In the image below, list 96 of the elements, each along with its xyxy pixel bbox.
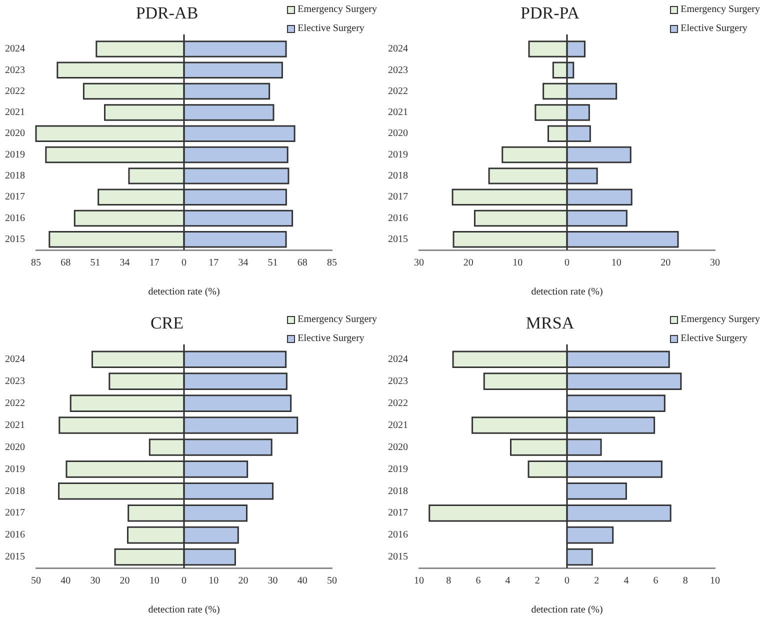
x-tick-label: 68 — [297, 258, 308, 269]
y-tick-label: 2018 — [388, 486, 408, 497]
y-tick-label: 2019 — [388, 464, 408, 475]
y-tick-label: 2018 — [5, 486, 25, 497]
legend-label: Emergency Surgery — [680, 314, 760, 326]
y-tick-label: 2023 — [5, 376, 25, 387]
x-tick-label: 30 — [90, 576, 100, 587]
x-axis-title: detection rate (%) — [148, 286, 220, 298]
y-tick-label: 2015 — [388, 234, 408, 246]
x-tick-label: 34 — [238, 258, 248, 269]
y-tick-label: 2020 — [5, 128, 25, 140]
y-tick-label: 2015 — [5, 552, 25, 563]
y-tick-label: 2019 — [5, 464, 25, 475]
y-tick-label: 2016 — [5, 212, 25, 224]
y-tick-label: 2016 — [388, 212, 408, 224]
y-tick-label: 2015 — [388, 552, 408, 563]
x-tick-label: 0 — [182, 258, 186, 269]
x-tick-label: 6 — [476, 576, 481, 587]
x-tick-label: 68 — [60, 258, 71, 269]
y-tick-label: 2021 — [5, 107, 25, 118]
y-tick-label: 2020 — [388, 442, 408, 453]
x-tick-label: 4 — [624, 576, 629, 587]
legend-label: Elective Surgery — [298, 333, 364, 345]
y-tick-label: 2023 — [5, 64, 25, 76]
y-tick-label: 2021 — [388, 420, 408, 431]
x-tick-label: 8 — [446, 576, 452, 587]
x-tick-label: 20 — [238, 576, 248, 587]
y-tick-label: 2017 — [5, 192, 25, 203]
x-tick-label: 0 — [564, 576, 570, 587]
x-tick-label: 85 — [31, 258, 41, 269]
y-tick-label: 2017 — [388, 192, 408, 203]
x-tick-label: 10 — [611, 258, 622, 269]
y-tick-label: 2022 — [5, 86, 25, 97]
x-tick-label: 30 — [414, 258, 424, 269]
legend-label: Emergency Surgery — [680, 4, 760, 16]
legend-label: Elective Surgery — [680, 333, 748, 345]
y-tick-label: 2019 — [5, 149, 25, 160]
y-tick-label: 2017 — [5, 508, 25, 519]
x-tick-label: 51 — [268, 258, 278, 269]
x-tick-label: 30 — [268, 576, 278, 587]
x-tick-label: 85 — [327, 258, 337, 269]
y-tick-label: 2023 — [388, 376, 408, 387]
y-tick-label: 2024 — [388, 354, 408, 366]
x-tick-label: 20 — [463, 258, 474, 269]
x-axis-title: detection rate (%) — [531, 286, 603, 298]
x-tick-label: 34 — [120, 258, 130, 269]
x-tick-label: 6 — [653, 576, 658, 587]
y-tick-label: 2022 — [388, 398, 408, 409]
y-tick-label: 2017 — [388, 508, 408, 519]
y-tick-label: 2020 — [5, 442, 25, 453]
y-tick-label: 2021 — [388, 107, 408, 118]
y-tick-label: 2022 — [388, 86, 408, 97]
y-tick-label: 2023 — [388, 64, 408, 76]
chart-title: PDR-AB — [136, 4, 198, 23]
y-tick-label: 2018 — [5, 170, 25, 182]
x-tick-label: 8 — [682, 576, 688, 587]
y-tick-label: 2024 — [5, 354, 25, 366]
x-tick-label: 40 — [60, 576, 71, 587]
x-tick-label: 0 — [182, 576, 186, 587]
x-tick-label: 10 — [208, 576, 219, 587]
x-tick-label: 40 — [297, 576, 308, 587]
x-tick-label: 10 — [710, 576, 720, 587]
x-tick-label: 4 — [505, 576, 510, 587]
y-tick-label: 2024 — [388, 44, 408, 55]
chart-title: CRE — [150, 314, 184, 333]
x-axis-title: detection rate (%) — [531, 604, 603, 616]
x-tick-label: 10 — [414, 576, 424, 587]
legend-label: Elective Surgery — [298, 23, 364, 35]
y-tick-label: 2015 — [5, 234, 25, 246]
y-tick-label: 2016 — [5, 530, 25, 541]
x-tick-label: 2 — [534, 576, 540, 587]
x-tick-label: 20 — [660, 258, 671, 269]
x-tick-label: 0 — [564, 258, 570, 269]
x-tick-label: 20 — [120, 576, 130, 587]
y-tick-label: 2024 — [5, 44, 25, 55]
legend-label: Emergency Surgery — [298, 314, 377, 326]
x-tick-label: 50 — [327, 576, 337, 587]
x-tick-label: 2 — [594, 576, 600, 587]
x-tick-label: 17 — [149, 258, 160, 269]
legend-label: Emergency Surgery — [298, 4, 377, 16]
x-axis-title: detection rate (%) — [148, 604, 220, 616]
y-tick-label: 2021 — [5, 420, 25, 431]
y-tick-label: 2020 — [388, 128, 408, 140]
legend-label: Elective Surgery — [680, 23, 748, 35]
x-tick-label: 10 — [149, 576, 160, 587]
x-tick-label: 51 — [90, 258, 100, 269]
y-tick-label: 2018 — [388, 170, 408, 182]
x-tick-label: 10 — [512, 258, 523, 269]
y-tick-label: 2016 — [388, 530, 408, 541]
x-tick-label: 30 — [710, 258, 720, 269]
chart-title: MRSA — [526, 314, 575, 333]
y-tick-label: 2019 — [388, 149, 408, 160]
chart-title: PDR-PA — [520, 4, 580, 23]
y-tick-label: 2022 — [5, 398, 25, 409]
x-tick-label: 17 — [208, 258, 219, 269]
x-tick-label: 50 — [31, 576, 41, 587]
